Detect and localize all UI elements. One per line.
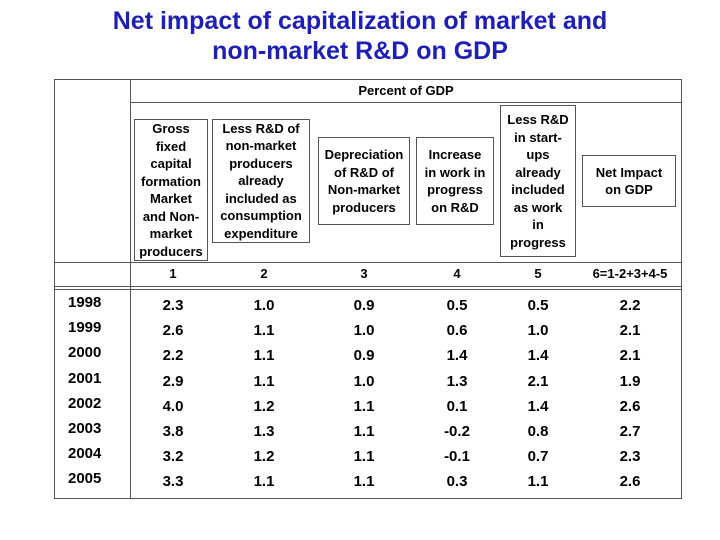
table-cell: 1.1 xyxy=(353,397,375,415)
year-label: 2004 xyxy=(68,445,102,463)
table-cell: 1.9 xyxy=(619,372,641,390)
table-cell: 0.6 xyxy=(446,322,468,340)
divider-double-line xyxy=(54,289,682,290)
table-cell: 1.1 xyxy=(253,347,275,365)
table-row: 2.9 1.1 1.0 1.3 2.1 1.9 xyxy=(130,369,682,394)
year-label: 2001 xyxy=(68,369,102,387)
year-label: 1999 xyxy=(68,319,102,337)
table-cell: 2.3 xyxy=(619,448,641,466)
column-header-6: Net Impact on GDP xyxy=(582,155,676,207)
table-cell: 1.1 xyxy=(253,322,275,340)
column-header-3: Depreciation of R&D of Non-market produc… xyxy=(318,137,410,225)
table-cell: 2.3 xyxy=(162,297,184,315)
year-column: 1998 1999 2000 2001 2002 2003 2004 2005 xyxy=(54,290,130,492)
table-row: 2.6 1.1 1.0 0.6 1.0 2.1 xyxy=(130,318,682,343)
table-cell: 1.1 xyxy=(353,448,375,466)
table-cell: 1.1 xyxy=(527,473,549,491)
table-cell: 1.2 xyxy=(253,448,275,466)
table-cell: -0.2 xyxy=(444,423,470,441)
table-cell: 2.1 xyxy=(619,322,641,340)
column-header-2: Less R&D of non-market producers already… xyxy=(212,119,310,243)
column-number-4: 4 xyxy=(453,266,461,281)
table-cell: 0.5 xyxy=(446,297,468,315)
year-label: 2002 xyxy=(68,394,102,412)
column-header-4: Increase in work in progress on R&D xyxy=(416,137,494,225)
table-row: 3.8 1.3 1.1 -0.2 0.8 2.7 xyxy=(130,419,682,444)
table-cell: 1.3 xyxy=(446,372,468,390)
page-title: Net impact of capitalization of market a… xyxy=(0,6,720,66)
table-cell: 1.3 xyxy=(253,423,275,441)
table-row: 3.2 1.2 1.1 -0.1 0.7 2.3 xyxy=(130,444,682,469)
table-cell: 1.4 xyxy=(527,397,549,415)
table-cell: -0.1 xyxy=(444,448,470,466)
divider-below-headers xyxy=(54,262,682,263)
table-cell: 3.8 xyxy=(162,423,184,441)
table-row: 3.3 1.1 1.1 0.3 1.1 2.6 xyxy=(130,469,682,494)
table-cell: 0.5 xyxy=(527,297,549,315)
table-cell: 0.1 xyxy=(446,397,468,415)
table-cell: 0.8 xyxy=(527,423,549,441)
column-number-2: 2 xyxy=(260,266,268,281)
table-cell: 1.1 xyxy=(253,372,275,390)
year-label: 1998 xyxy=(68,294,102,311)
table-cell: 3.2 xyxy=(162,448,184,466)
table-cell: 1.0 xyxy=(353,322,375,340)
table-cell: 1.4 xyxy=(527,347,549,365)
unit-header: Percent of GDP xyxy=(130,79,682,103)
table-cell: 4.0 xyxy=(162,397,184,415)
table-cell: 1.1 xyxy=(353,423,375,441)
table-cell: 2.6 xyxy=(162,322,184,340)
table-cell: 1.1 xyxy=(253,473,275,491)
column-header-1: Gross fixed capital formation Market and… xyxy=(134,119,208,261)
table-cell: 2.6 xyxy=(619,397,641,415)
table-cell: 1.1 xyxy=(353,473,375,491)
table-cell: 1.0 xyxy=(353,372,375,390)
year-label: 2005 xyxy=(68,470,102,488)
table-cell: 0.7 xyxy=(527,448,549,466)
table-cell: 0.9 xyxy=(353,297,375,315)
table-cell: 2.9 xyxy=(162,372,184,390)
divider-below-column-numbers xyxy=(54,286,682,287)
table-row: 2.3 1.0 0.9 0.5 0.5 2.2 xyxy=(130,293,682,318)
column-number-3: 3 xyxy=(360,266,368,281)
table-cell: 1.2 xyxy=(253,397,275,415)
column-number-6: 6=1-2+3+4-5 xyxy=(592,266,668,281)
table-body: 2.3 1.0 0.9 0.5 0.5 2.2 2.6 1.1 1.0 0.6 … xyxy=(130,293,682,495)
title-line-2: non-market R&D on GDP xyxy=(212,37,508,65)
table-cell: 0.3 xyxy=(446,473,468,491)
table-cell: 2.1 xyxy=(527,372,549,390)
column-header-5: Less R&D in start- ups already included … xyxy=(500,105,576,257)
table-row: 4.0 1.2 1.1 0.1 1.4 2.6 xyxy=(130,394,682,419)
table-row: 2.2 1.1 0.9 1.4 1.4 2.1 xyxy=(130,343,682,368)
table-cell: 2.6 xyxy=(619,473,641,491)
table-cell: 1.0 xyxy=(253,297,275,315)
table-cell: 2.1 xyxy=(619,347,641,365)
table-cell: 2.7 xyxy=(619,423,641,441)
title-line-1: Net impact of capitalization of market a… xyxy=(112,7,608,35)
table-cell: 3.3 xyxy=(162,473,184,491)
table-cell: 1.0 xyxy=(527,322,549,340)
year-label: 2000 xyxy=(68,344,102,362)
column-number-5: 5 xyxy=(534,266,542,281)
year-label: 2003 xyxy=(68,419,102,437)
table-cell: 2.2 xyxy=(162,347,184,365)
table-cell: 0.9 xyxy=(353,347,375,365)
column-number-1: 1 xyxy=(169,266,177,281)
table-cell: 2.2 xyxy=(619,297,641,315)
table-cell: 1.4 xyxy=(446,347,468,365)
